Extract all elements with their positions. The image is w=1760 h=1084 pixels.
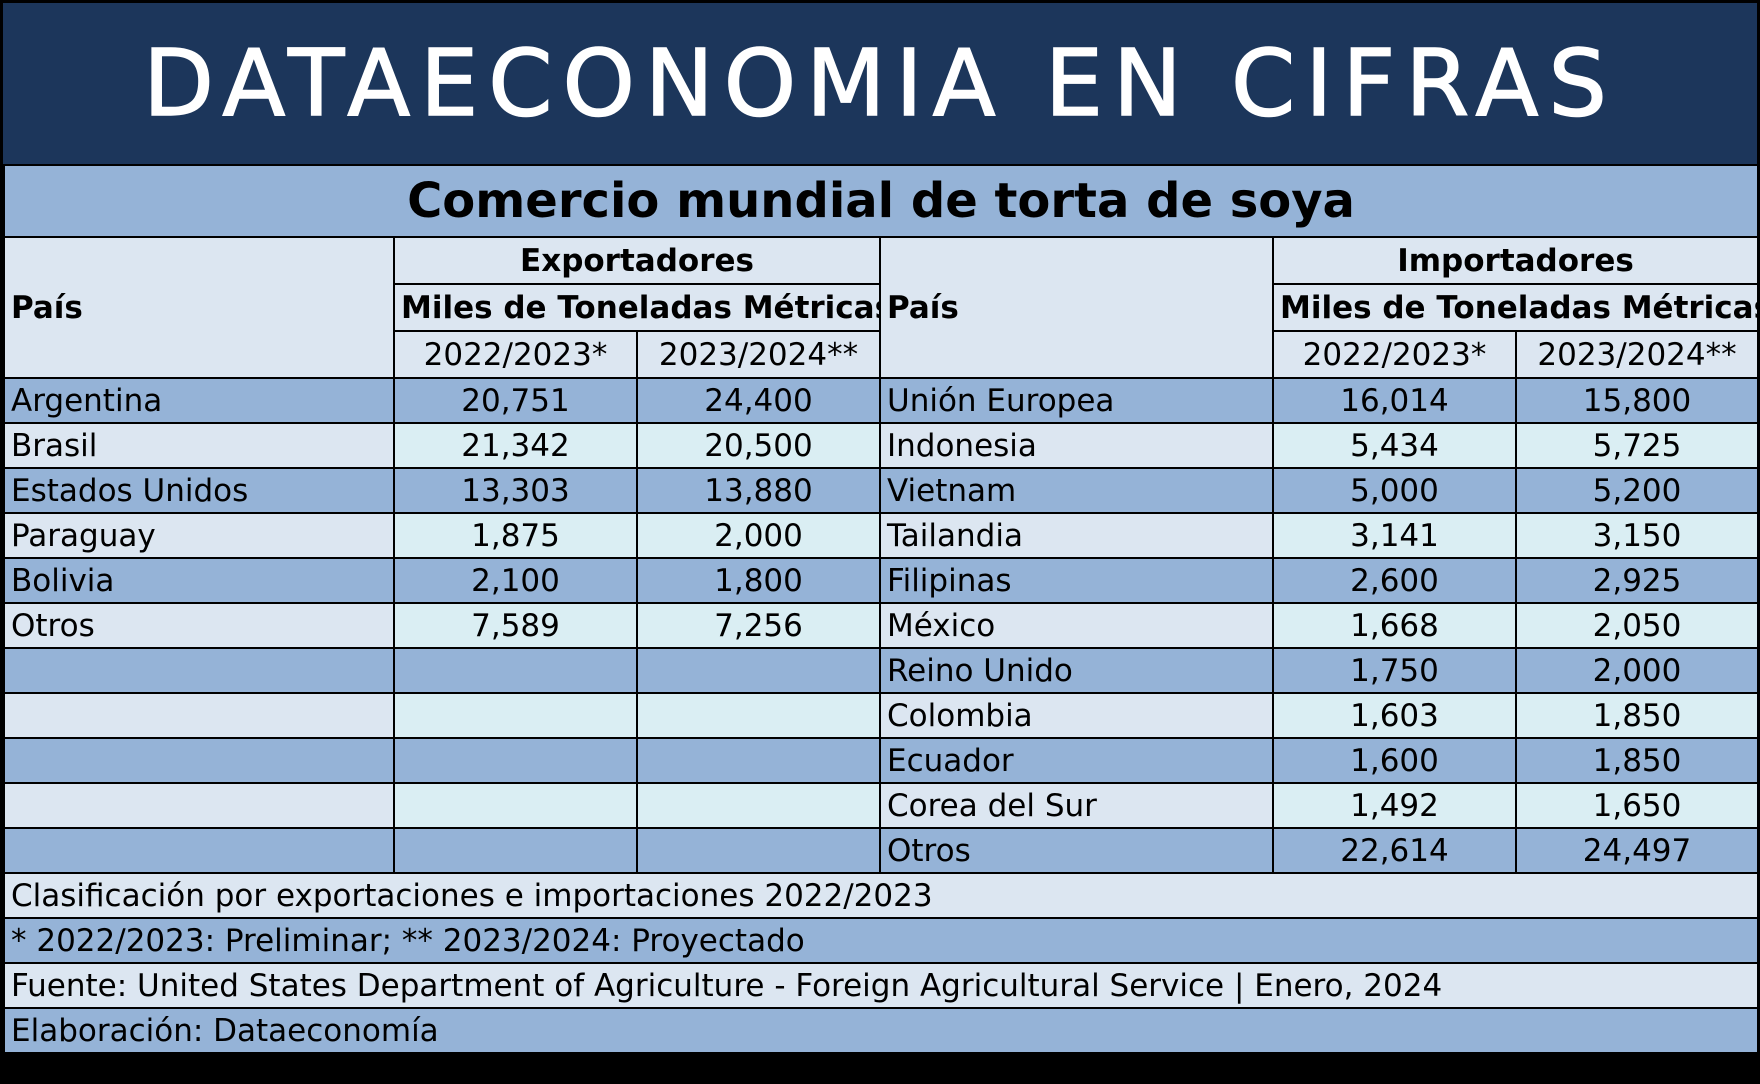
exporter-country-cell	[3, 827, 395, 874]
exporter-2022-2023-cell	[393, 692, 638, 739]
exporter-2023-2024-cell: 1,800	[636, 557, 881, 604]
exporter-country-cell	[3, 692, 395, 739]
exporter-2023-2024-cell	[636, 737, 881, 784]
exporter-country-cell: Argentina	[3, 377, 395, 424]
exporter-country-cell: Brasil	[3, 422, 395, 469]
importer-2023-2024-cell: 24,497	[1514, 827, 1760, 874]
importer-2023-2024-cell: 2,925	[1514, 557, 1760, 604]
importer-country-cell: Filipinas	[879, 557, 1274, 604]
importer-country-cell: Otros	[879, 827, 1274, 874]
table-row: Bolivia 2,100 1,800 Filipinas 2,600 2,925	[3, 557, 1760, 604]
importer-2022-2023-cell: 5,000	[1272, 467, 1517, 514]
importer-country-cell: Ecuador	[879, 737, 1274, 784]
importer-country-cell: Vietnam	[879, 467, 1274, 514]
importer-country-cell: Corea del Sur	[879, 782, 1274, 829]
exporter-country-cell: Otros	[3, 602, 395, 649]
table-row: Brasil 21,342 20,500 Indonesia 5,434 5,725	[3, 422, 1760, 469]
importer-2022-2023-cell: 16,014	[1272, 377, 1517, 424]
exporter-2022-2023-cell: 7,589	[393, 602, 638, 649]
importer-country-cell: Indonesia	[879, 422, 1274, 469]
importers-header: Importadores	[1271, 236, 1760, 285]
importer-2022-2023-cell: 5,434	[1272, 422, 1517, 469]
exporter-country-cell	[3, 737, 395, 784]
exporter-2023-2024-cell: 20,500	[636, 422, 881, 469]
table-row: Colombia 1,603 1,850	[3, 692, 1760, 739]
exporter-country-cell	[3, 782, 395, 829]
exporters-country-header: País	[3, 236, 395, 379]
importer-2023-2024-cell: 1,650	[1514, 782, 1760, 829]
table-row: Estados Unidos 13,303 13,880 Vietnam 5,000 5,…	[3, 467, 1760, 514]
exporter-2022-2023-cell	[393, 647, 638, 694]
importers-country-header: País	[879, 236, 1274, 379]
table-title: Comercio mundial de torta de soya	[2, 164, 1760, 238]
banner: DATAECONOMIA EN CIFRAS	[3, 3, 1757, 164]
exporter-2022-2023-cell: 21,342	[393, 422, 638, 469]
importers-year1-header: 2022/2023*	[1272, 330, 1517, 379]
exporter-2023-2024-cell: 24,400	[636, 377, 881, 424]
table-row: Paraguay 1,875 2,000 Tailandia 3,141 3,150	[3, 512, 1760, 559]
exporter-2022-2023-cell: 20,751	[393, 377, 638, 424]
exporters-year2-header: 2023/2024**	[636, 330, 881, 379]
banner-title: DATAECONOMIA EN CIFRAS	[142, 29, 1617, 138]
importer-2022-2023-cell: 22,614	[1272, 827, 1517, 874]
credit-note: Elaboración: Dataeconomía	[2, 1007, 1760, 1054]
exporter-2022-2023-cell: 2,100	[393, 557, 638, 604]
table-row: Ecuador 1,600 1,850	[3, 737, 1760, 784]
classification-note: Clasificación por exportaciones e import…	[2, 872, 1760, 919]
importer-2022-2023-cell: 2,600	[1272, 557, 1517, 604]
importer-2022-2023-cell: 1,750	[1272, 647, 1517, 694]
importer-2023-2024-cell: 2,050	[1514, 602, 1760, 649]
exporter-2022-2023-cell	[393, 737, 638, 784]
exporter-2023-2024-cell: 13,880	[636, 467, 881, 514]
source-note: Fuente: United States Department of Agri…	[2, 962, 1760, 1009]
importer-country-cell: Colombia	[879, 692, 1274, 739]
exporter-country-cell: Paraguay	[3, 512, 395, 559]
importer-country-cell: Tailandia	[879, 512, 1274, 559]
exporter-2023-2024-cell: 2,000	[636, 512, 881, 559]
exporter-2023-2024-cell: 7,256	[636, 602, 881, 649]
importer-2023-2024-cell: 1,850	[1514, 737, 1760, 784]
importers-unit-header: Miles de Toneladas Métricas	[1271, 283, 1760, 332]
exporter-2022-2023-cell	[393, 782, 638, 829]
exporter-2022-2023-cell: 1,875	[393, 512, 638, 559]
table-row: Otros 7,589 7,256 México 1,668 2,050	[3, 602, 1760, 649]
exporter-country-cell: Bolivia	[3, 557, 395, 604]
exporter-2023-2024-cell	[636, 782, 881, 829]
importer-country-cell: Reino Unido	[879, 647, 1274, 694]
importer-2023-2024-cell: 1,850	[1514, 692, 1760, 739]
importer-2022-2023-cell: 1,603	[1272, 692, 1517, 739]
importer-2023-2024-cell: 3,150	[1514, 512, 1760, 559]
importer-2023-2024-cell: 15,800	[1514, 377, 1760, 424]
table-row: Corea del Sur 1,492 1,650	[3, 782, 1760, 829]
importer-country-cell: México	[879, 602, 1274, 649]
table-row: Argentina 20,751 24,400 Unión Europea 16,014…	[3, 377, 1760, 424]
exporter-country-cell: Estados Unidos	[3, 467, 395, 514]
table-row: Reino Unido 1,750 2,000	[3, 647, 1760, 694]
importer-2023-2024-cell: 5,200	[1514, 467, 1760, 514]
exporters-unit-header: Miles de Toneladas Métricas	[393, 283, 881, 332]
legend-note: * 2022/2023: Preliminar; ** 2023/2024: P…	[2, 917, 1760, 964]
exporters-year1-header: 2022/2023*	[393, 330, 638, 379]
exporter-2022-2023-cell	[393, 827, 638, 874]
importer-country-cell: Unión Europea	[879, 377, 1274, 424]
importer-2023-2024-cell: 2,000	[1514, 647, 1760, 694]
soy-meal-trade-table: Comercio mundial de torta de soya País E…	[2, 164, 1760, 1054]
importer-2022-2023-cell: 1,492	[1272, 782, 1517, 829]
importer-2023-2024-cell: 5,725	[1514, 422, 1760, 469]
importer-2022-2023-cell: 1,600	[1272, 737, 1517, 784]
exporter-2022-2023-cell: 13,303	[393, 467, 638, 514]
exporter-2023-2024-cell	[636, 692, 881, 739]
exporter-2023-2024-cell	[636, 827, 881, 874]
importer-2022-2023-cell: 1,668	[1272, 602, 1517, 649]
importers-year2-header: 2023/2024**	[1514, 330, 1760, 379]
table-row: Otros 22,614 24,497	[3, 827, 1760, 874]
exporters-header: Exportadores	[393, 236, 881, 285]
importer-2022-2023-cell: 3,141	[1272, 512, 1517, 559]
exporter-country-cell	[3, 647, 395, 694]
exporter-2023-2024-cell	[636, 647, 881, 694]
